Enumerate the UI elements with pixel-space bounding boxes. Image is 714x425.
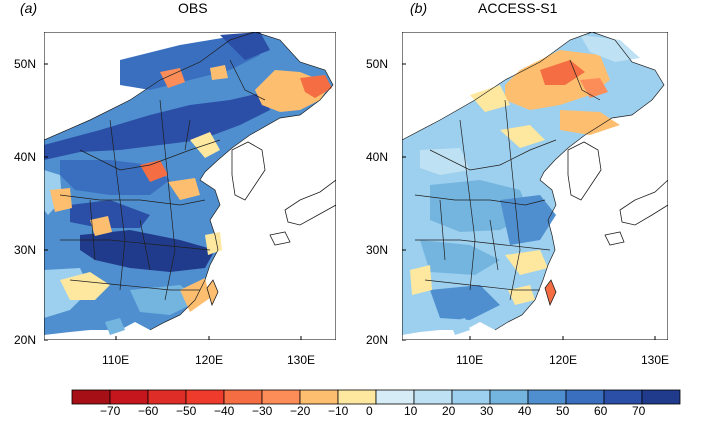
panel-a-ticks xyxy=(44,63,302,341)
colorbar-swatch xyxy=(147,389,187,405)
panel-a-title: OBS xyxy=(178,0,208,16)
colorbar-label: 0 xyxy=(366,404,373,418)
panel-a-borders xyxy=(44,32,334,331)
colorbar-swatch xyxy=(489,389,529,405)
colorbar-swatch xyxy=(451,389,491,405)
panel-a-letter: (a) xyxy=(20,0,38,16)
lat-label-20n-b: 20N xyxy=(366,333,389,347)
colorbar-swatch xyxy=(603,389,643,405)
colorbar-label: −20 xyxy=(290,404,311,418)
lat-label-40n-a: 40N xyxy=(14,150,37,164)
colorbar-label: −60 xyxy=(138,404,159,418)
colorbar-swatch xyxy=(565,389,605,405)
panel-b-map xyxy=(402,32,668,340)
colorbar-label: 20 xyxy=(442,404,456,418)
lat-label-50n-b: 50N xyxy=(366,57,389,71)
lat-label-20n-a: 20N xyxy=(14,333,37,347)
colorbar-swatch xyxy=(375,389,415,405)
lon-label-130e-b: 130E xyxy=(641,353,670,367)
lat-label-30n-a: 30N xyxy=(14,243,37,257)
colorbar-swatch xyxy=(109,389,149,405)
panel-b-ticks xyxy=(402,63,656,341)
lon-label-110e-b: 110E xyxy=(456,353,484,367)
lon-label-120e-b: 120E xyxy=(549,353,578,367)
colorbar-swatch xyxy=(71,389,111,405)
lon-label-120e-a: 120E xyxy=(195,353,224,367)
colorbar-label: −40 xyxy=(214,404,235,418)
colorbar-label: 70 xyxy=(632,404,646,418)
panel-b-title: ACCESS-S1 xyxy=(478,0,558,16)
lat-label-50n-a: 50N xyxy=(14,57,37,71)
colorbar-label: −10 xyxy=(328,404,349,418)
colorbar-swatch xyxy=(223,389,263,405)
colorbar-label: −30 xyxy=(252,404,273,418)
colorbar-label: 60 xyxy=(594,404,608,418)
colorbar-swatch xyxy=(185,389,225,405)
lon-label-130e-a: 130E xyxy=(287,353,316,367)
panel-b-letter: (b) xyxy=(410,0,428,16)
colorbar-label: 10 xyxy=(404,404,418,418)
lat-label-40n-b: 40N xyxy=(366,150,389,164)
colorbar-label: 50 xyxy=(556,404,570,418)
panel-a-map xyxy=(44,32,336,340)
colorbar-label: −50 xyxy=(176,404,197,418)
colorbar-label: 30 xyxy=(480,404,494,418)
colorbar-swatch xyxy=(337,389,377,405)
colorbar-label: −70 xyxy=(100,404,121,418)
lon-label-110e-a: 110E xyxy=(102,353,130,367)
colorbar-swatch xyxy=(261,389,301,405)
colorbar-label: 40 xyxy=(518,404,532,418)
colorbar-swatch xyxy=(413,389,453,405)
lat-label-30n-b: 30N xyxy=(366,243,389,257)
colorbar xyxy=(71,389,681,405)
colorbar-swatch xyxy=(527,389,567,405)
panel-b-borders xyxy=(402,32,665,331)
colorbar-swatch xyxy=(641,389,681,405)
colorbar-swatch xyxy=(299,389,339,405)
